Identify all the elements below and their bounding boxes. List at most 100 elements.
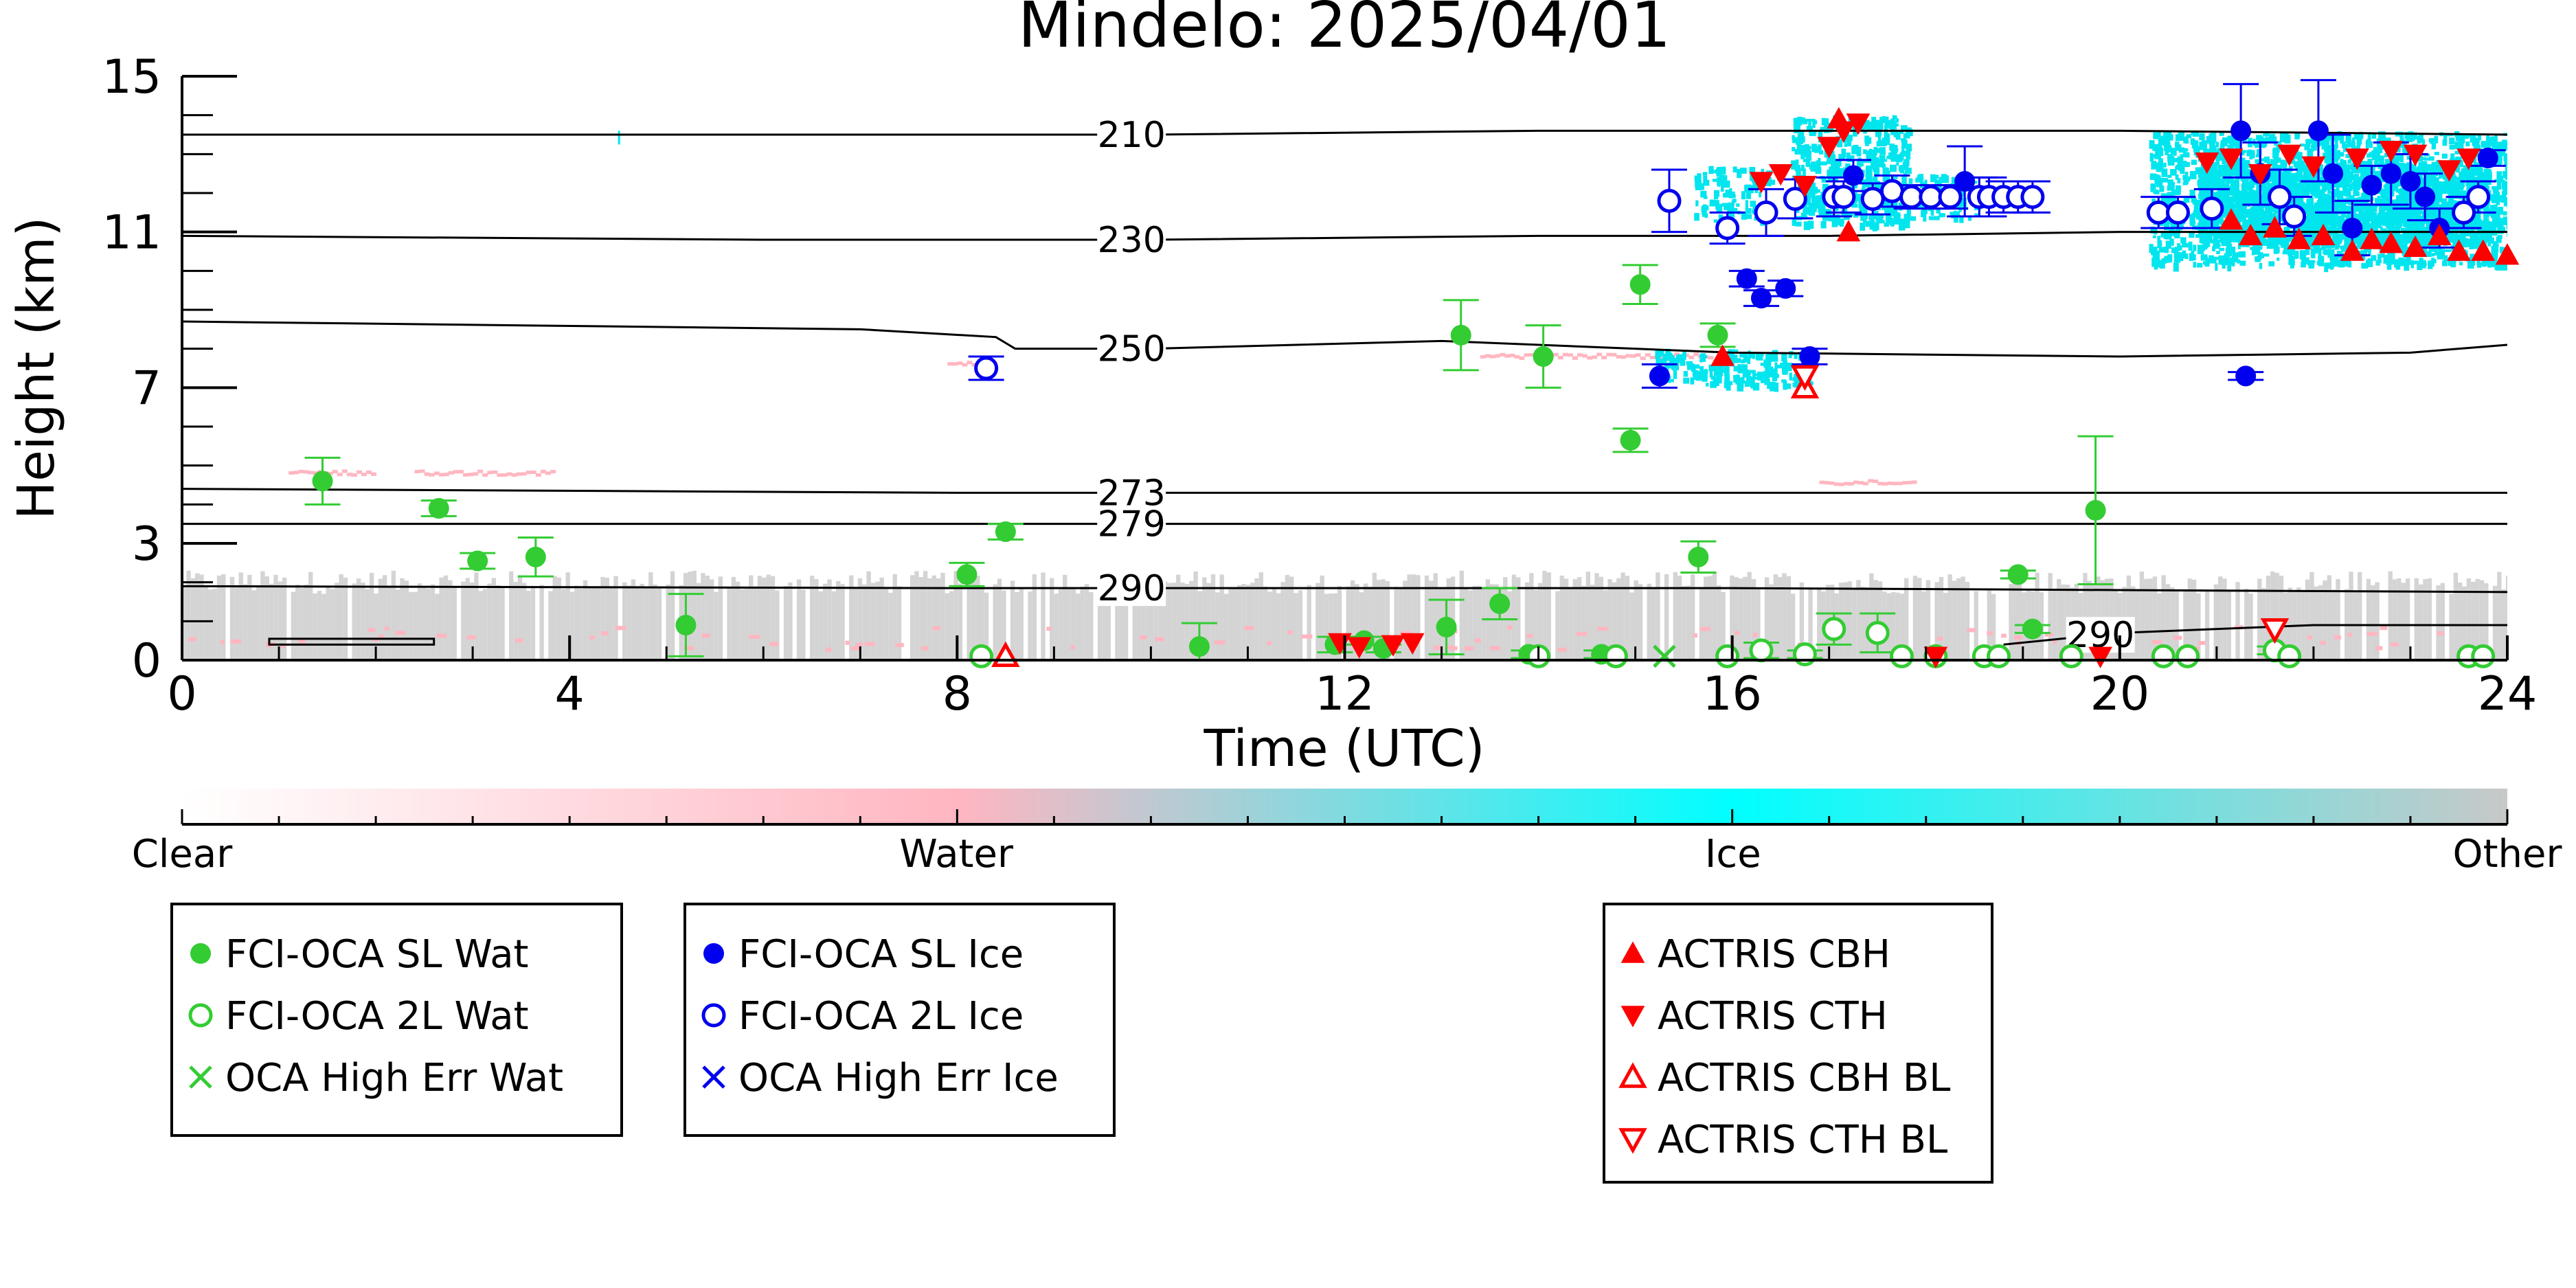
ice-cloud-pixel [1782, 365, 1788, 375]
cloud-column [2018, 578, 2022, 660]
ice-cloud-pixel [1803, 207, 1809, 210]
ice-cloud-pixel [2246, 181, 2252, 188]
ice-cloud-pixel [1876, 141, 1880, 147]
ice-cloud-pixel [2456, 163, 2460, 173]
ice-cloud-pixel [1704, 213, 1708, 218]
ice-cloud-pixel [2260, 144, 2266, 148]
cloud-column [1533, 589, 1538, 660]
ice-cloud-pixel [1748, 350, 1751, 359]
ice-cloud-pixel [1868, 121, 1873, 129]
ice-cloud-pixel [2215, 156, 2220, 166]
ice-cloud-pixel [2281, 137, 2287, 143]
cloud-column [1956, 578, 1961, 660]
ice-cloud-pixel [2157, 148, 2164, 157]
ice-cloud-pixel [2437, 247, 2443, 257]
water-cloud-pixel [535, 473, 541, 477]
ice-cloud-pixel [2307, 226, 2312, 234]
water-cloud-pixel [947, 362, 953, 366]
water-cloud-pixel [477, 469, 484, 473]
cloud-column [644, 587, 649, 660]
ice-cloud-pixel [2462, 238, 2468, 245]
ice-cloud-pixel [2456, 238, 2462, 241]
cloud-column [1961, 576, 1965, 660]
ice-cloud-pixel [1729, 203, 1735, 212]
ice-cloud-pixel [2410, 168, 2417, 171]
cloud-column [2244, 588, 2249, 660]
cloud-column [1877, 581, 1883, 660]
ice-cloud-pixel [2348, 201, 2353, 205]
ice-cloud-pixel [2214, 256, 2220, 260]
water-cloud-pixel [438, 473, 444, 477]
ice-cloud-pixel [2331, 155, 2338, 163]
ice-cloud-pixel [2178, 144, 2182, 151]
ice-cloud-pixel [2414, 132, 2417, 140]
ice-cloud-pixel [2253, 192, 2259, 195]
ice-cloud-pixel [2493, 188, 2499, 194]
ice-cloud-pixel [2202, 140, 2209, 144]
ice-cloud-pixel [1729, 188, 1732, 194]
cloud-column [1202, 577, 1207, 660]
ice-cloud-pixel [2203, 144, 2208, 152]
ice-cloud-pixel [2331, 144, 2338, 148]
ice-cloud-pixel [2244, 219, 2249, 225]
ice-cloud-pixel [1967, 215, 1972, 221]
ice-cloud-pixel [2165, 150, 2169, 155]
ice-cloud-pixel [2338, 255, 2343, 258]
ice-cloud-pixel [1793, 117, 1800, 126]
ice-cloud-pixel [2377, 230, 2382, 238]
ice-cloud-pixel [2473, 234, 2478, 244]
ice-cloud-pixel [2156, 168, 2162, 172]
ice-cloud-pixel [2217, 239, 2222, 243]
ice-cloud-pixel [2327, 226, 2330, 234]
ice-cloud-pixel [2404, 149, 2411, 155]
ice-cloud-pixel [2410, 214, 2415, 220]
ice-cloud-pixel [1953, 215, 1958, 223]
ice-cloud-pixel [2265, 137, 2270, 142]
ice-cloud-pixel [2369, 141, 2373, 148]
ice-cloud-pixel [2227, 257, 2233, 264]
ice-cloud-pixel [1818, 130, 1822, 139]
ice-cloud-pixel [1804, 144, 1809, 150]
ice-cloud-pixel [1830, 214, 1834, 221]
ice-cloud-pixel [2160, 231, 2167, 238]
ice-cloud-pixel [1866, 172, 1873, 177]
ice-cloud-pixel [2474, 222, 2478, 228]
cloud-column [1904, 578, 1909, 660]
ice-cloud-pixel [1896, 118, 1899, 123]
ice-cloud-pixel [1853, 144, 1859, 154]
cloud-column [831, 591, 837, 660]
ice-cloud-pixel [2463, 135, 2470, 139]
ice-cloud-pixel [1888, 203, 1893, 208]
ice-cloud-pixel [2157, 240, 2162, 249]
ice-cloud-pixel [2456, 178, 2461, 183]
ice-cloud-pixel [2162, 247, 2168, 253]
water-cloud-pixel [540, 469, 546, 473]
ice-cloud-pixel [1732, 166, 1737, 173]
ice-cloud-pixel [2364, 205, 2370, 214]
ice-cloud-pixel [2177, 178, 2181, 183]
water-cloud-pixel [1616, 354, 1622, 359]
ice-cloud-pixel [1816, 195, 1822, 204]
ice-cloud-pixel [2238, 211, 2244, 218]
cloud-column [1228, 587, 1233, 660]
ice-cloud-pixel [2342, 233, 2347, 239]
ice-cloud-pixel [2282, 250, 2289, 255]
ice-cloud-pixel [2433, 163, 2438, 174]
ice-cloud-pixel [2448, 201, 2454, 207]
ice-cloud-pixel [1938, 184, 1942, 192]
ice-cloud-pixel [1782, 361, 1787, 370]
cloud-column [2083, 573, 2088, 660]
ice-cloud-pixel [2339, 208, 2346, 212]
ice-cloud-pixel [2408, 212, 2413, 221]
cloud-column [1559, 575, 1564, 660]
cloud-column [1329, 594, 1333, 660]
water-cloud-pixel [683, 646, 694, 651]
water-cloud-pixel [1557, 647, 1567, 652]
water-cloud-pixel [303, 470, 309, 474]
ice-cloud-pixel [1882, 163, 1885, 168]
ice-cloud-pixel [2222, 155, 2226, 165]
water-cloud-pixel [1400, 631, 1412, 635]
ice-cloud-pixel [1896, 162, 1899, 166]
cloud-column [714, 591, 719, 660]
ice-cloud-pixel [2344, 244, 2351, 249]
